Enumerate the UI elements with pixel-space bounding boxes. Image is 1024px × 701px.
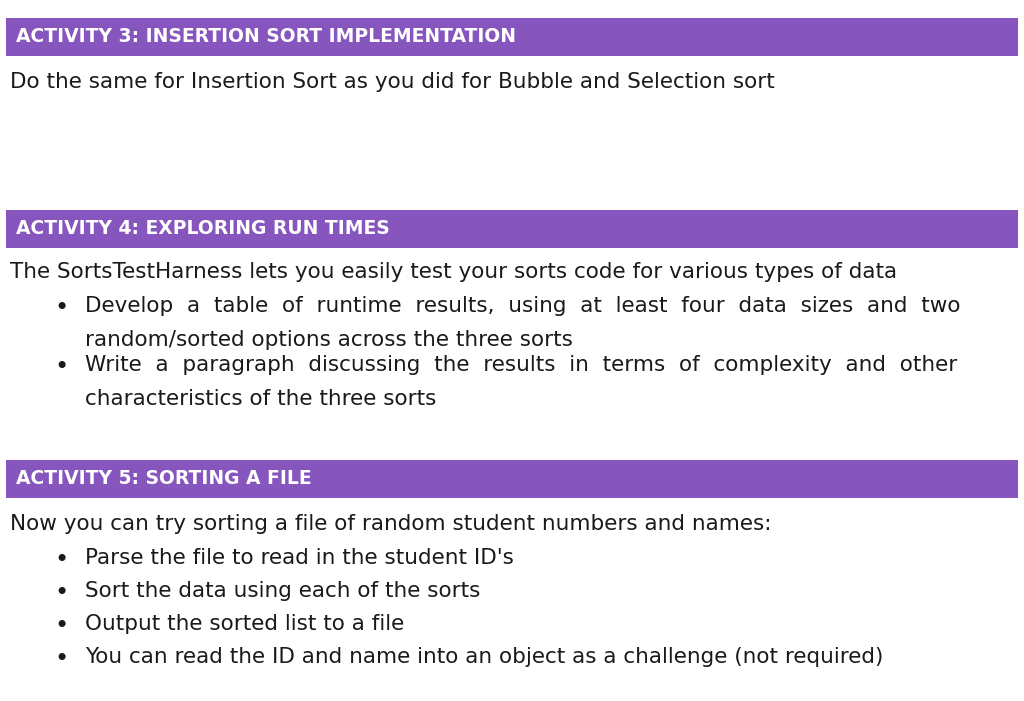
Text: The SortsTestHarness lets you easily test your sorts code for various types of d: The SortsTestHarness lets you easily tes… (10, 262, 897, 282)
Text: characteristics of the three sorts: characteristics of the three sorts (85, 389, 436, 409)
Text: Write  a  paragraph  discussing  the  results  in  terms  of  complexity  and  o: Write a paragraph discussing the results… (85, 355, 957, 375)
Text: Develop  a  table  of  runtime  results,  using  at  least  four  data  sizes  a: Develop a table of runtime results, usin… (85, 296, 961, 316)
Text: •: • (55, 296, 70, 320)
Text: Now you can try sorting a file of random student numbers and names:: Now you can try sorting a file of random… (10, 514, 771, 534)
Text: You can read the ID and name into an object as a challenge (not required): You can read the ID and name into an obj… (85, 647, 884, 667)
Text: •: • (55, 647, 70, 671)
Text: ACTIVITY 3: INSERTION SORT IMPLEMENTATION: ACTIVITY 3: INSERTION SORT IMPLEMENTATIO… (16, 27, 516, 46)
Bar (6, 460, 1018, 498)
Text: Sort the data using each of the sorts: Sort the data using each of the sorts (85, 581, 480, 601)
Text: Parse the file to read in the student ID's: Parse the file to read in the student ID… (85, 548, 514, 568)
Text: ACTIVITY 5: SORTING A FILE: ACTIVITY 5: SORTING A FILE (16, 470, 311, 489)
Text: •: • (55, 355, 70, 379)
Text: •: • (55, 581, 70, 605)
Text: Do the same for Insertion Sort as you did for Bubble and Selection sort: Do the same for Insertion Sort as you di… (10, 72, 775, 92)
Text: Output the sorted list to a file: Output the sorted list to a file (85, 614, 404, 634)
Text: •: • (55, 614, 70, 638)
Bar (6, 18, 1018, 56)
Text: •: • (55, 548, 70, 572)
Text: random/sorted options across the three sorts: random/sorted options across the three s… (85, 330, 572, 350)
Bar (6, 210, 1018, 248)
Text: ACTIVITY 4: EXPLORING RUN TIMES: ACTIVITY 4: EXPLORING RUN TIMES (16, 219, 390, 238)
